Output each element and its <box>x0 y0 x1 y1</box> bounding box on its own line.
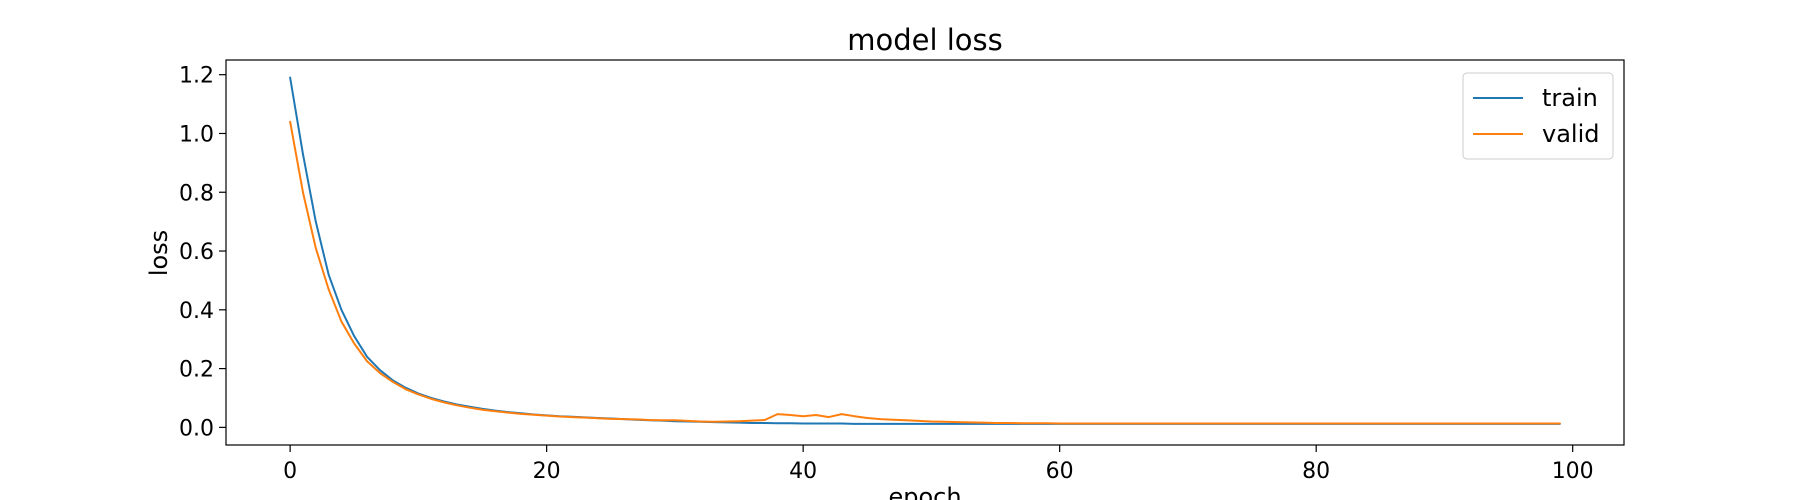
y-tick-label: 0.2 <box>179 358 214 383</box>
x-axis-label: epoch <box>888 483 961 500</box>
legend-label-valid: valid <box>1542 120 1599 148</box>
y-axis-label: loss <box>145 230 173 276</box>
x-tick-label: 0 <box>283 459 297 484</box>
x-tick-label: 80 <box>1302 459 1330 484</box>
y-tick-label: 0.8 <box>179 181 214 206</box>
x-tick-label: 40 <box>789 459 817 484</box>
x-axis: 0 20 40 60 80 100 <box>283 445 1594 484</box>
y-tick-label: 1.0 <box>179 122 214 147</box>
y-axis: 0.0 0.2 0.4 0.6 0.8 1.0 1.2 <box>179 64 226 441</box>
legend-box <box>1462 72 1614 160</box>
y-tick-label: 0.6 <box>179 240 214 265</box>
legend-label-train: train <box>1542 84 1598 112</box>
series-line-valid <box>289 120 1561 425</box>
plot-frame <box>225 59 1625 446</box>
series-line-train <box>289 76 1561 425</box>
x-tick-label: 60 <box>1046 459 1074 484</box>
y-tick-label: 1.2 <box>179 64 214 89</box>
x-tick-label: 20 <box>533 459 561 484</box>
y-tick-label: 0.4 <box>179 299 214 324</box>
chart-title: model loss <box>847 23 1003 57</box>
x-tick-label: 100 <box>1552 459 1594 484</box>
y-tick-label: 0.0 <box>179 416 214 441</box>
plot-lines <box>289 76 1561 425</box>
legend: train valid <box>1462 72 1614 160</box>
